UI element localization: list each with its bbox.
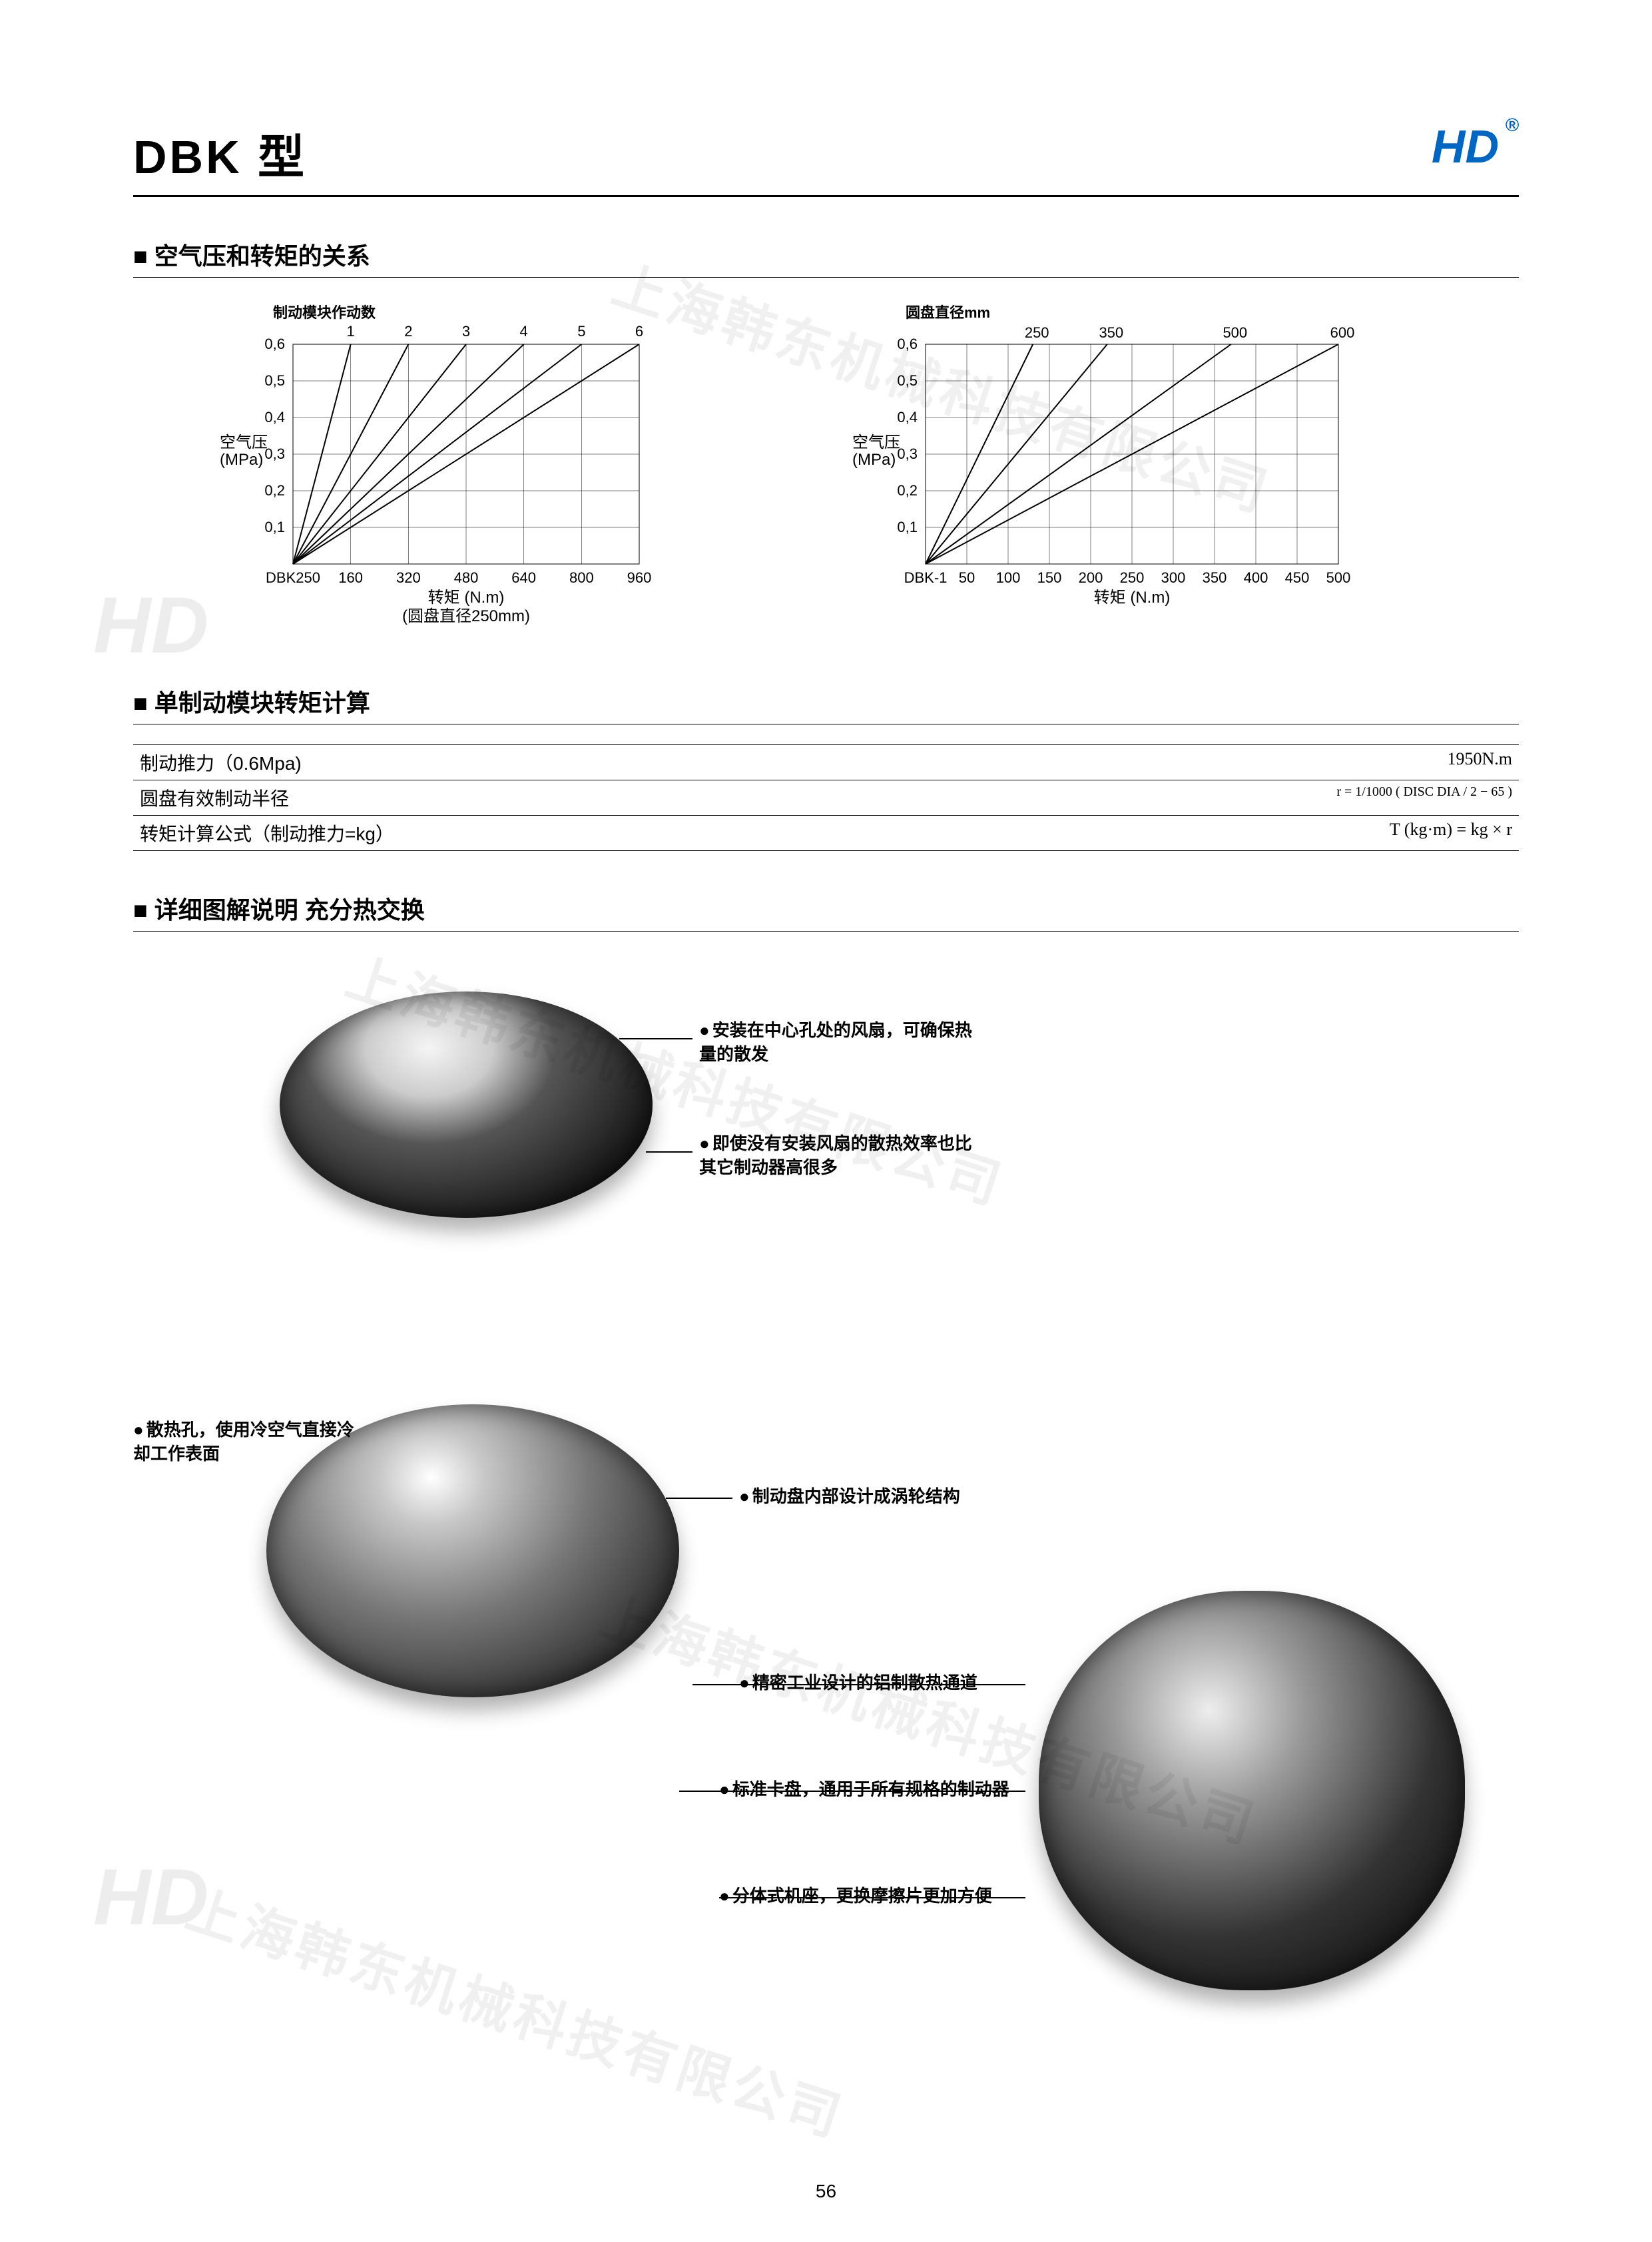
- chart-left: 空气压(MPa) 制动模块作动数 0,1 0,2 0,3 0,4 0,5 0,6 DBK250 1…: [173, 298, 719, 644]
- svg-text:(MPa): (MPa): [220, 451, 263, 469]
- lead-line: [646, 1151, 692, 1153]
- svg-text:800: 800: [569, 569, 594, 586]
- svg-text:500: 500: [1223, 324, 1247, 341]
- calc-row: 圆盘有效制动半径 r = 1/1000 ( DISC DIA / 2 − 65 …: [133, 780, 1519, 815]
- svg-text:DBK250: DBK250: [266, 569, 320, 586]
- svg-text:0,2: 0,2: [897, 482, 918, 499]
- svg-text:160: 160: [338, 569, 363, 586]
- calc-value: T (kg·m) = kg × r: [1390, 820, 1512, 846]
- svg-text:5: 5: [577, 323, 585, 340]
- calc-label: 转矩计算公式（制动推力=kg）: [140, 820, 394, 846]
- lead-line: [619, 1038, 692, 1039]
- callout-split-base: 分体式机座，更换摩擦片更加方便: [719, 1884, 992, 1908]
- svg-text:0,1: 0,1: [264, 519, 285, 535]
- svg-text:2: 2: [404, 323, 412, 340]
- svg-text:空气压: 空气压: [852, 433, 900, 451]
- chart-right-svg: 空气压(MPa) 圆盘直径mm 0,1 0,2 0,3 0,4 0,5 0,6 DBK-1 50 1…: [812, 298, 1412, 644]
- section-title-air-torque: 空气压和转矩的关系: [133, 237, 1519, 278]
- svg-text:50: 50: [959, 569, 975, 586]
- svg-text:DBK-1: DBK-1: [904, 569, 948, 586]
- svg-text:0,2: 0,2: [264, 482, 285, 499]
- svg-text:450: 450: [1285, 569, 1310, 586]
- svg-text:350: 350: [1099, 324, 1123, 341]
- svg-text:6: 6: [635, 323, 643, 340]
- page-title: DBK 型: [133, 120, 307, 187]
- svg-text:0,4: 0,4: [897, 409, 918, 425]
- svg-text:0,5: 0,5: [264, 372, 285, 389]
- svg-text:0,6: 0,6: [264, 336, 285, 352]
- calc-label: 圆盘有效制动半径: [140, 784, 289, 811]
- svg-text:0,6: 0,6: [897, 336, 918, 352]
- svg-text:200: 200: [1079, 569, 1103, 586]
- svg-text:250: 250: [1025, 324, 1049, 341]
- registered-mark: ®: [1505, 115, 1519, 136]
- calc-value: r = 1/1000 ( DISC DIA / 2 − 65 ): [1336, 784, 1512, 811]
- calc-label: 制动推力（0.6Mpa): [140, 749, 302, 776]
- svg-text:500: 500: [1326, 569, 1351, 586]
- callout-fan-center: 安装在中心孔处的风扇，可确保热量的散发: [699, 1018, 979, 1067]
- svg-text:150: 150: [1037, 569, 1062, 586]
- svg-text:300: 300: [1161, 569, 1186, 586]
- calc-value: 1950N.m: [1448, 749, 1513, 776]
- callout-std-chuck: 标准卡盘，通用于所有规格的制动器: [719, 1777, 1009, 1801]
- photo-assembly: [1039, 1591, 1465, 1990]
- brand-logo: HD®: [1432, 120, 1519, 173]
- svg-text:0,3: 0,3: [897, 445, 918, 462]
- svg-text:480: 480: [454, 569, 479, 586]
- svg-text:1: 1: [347, 323, 355, 340]
- svg-text:(MPa): (MPa): [852, 451, 896, 469]
- charts-row: 空气压(MPa)制动模块作动数0,10,20,30,40,50,6DBK2501…: [133, 298, 1519, 644]
- section-title-calc: 单制动模块转矩计算: [133, 684, 1519, 724]
- svg-text:0,4: 0,4: [264, 409, 285, 425]
- svg-text:320: 320: [396, 569, 421, 586]
- svg-text:400: 400: [1244, 569, 1268, 586]
- chart-right: 空气压(MPa) 圆盘直径mm 0,1 0,2 0,3 0,4 0,5 0,6 DBK-1 50 1…: [812, 298, 1412, 644]
- diagram-area: 安装在中心孔处的风扇，可确保热量的散发 即使没有安装风扇的散热效率也比其它制动器…: [133, 952, 1519, 2084]
- svg-text:960: 960: [627, 569, 652, 586]
- photo-fan: [280, 991, 653, 1218]
- svg-text:350: 350: [1203, 569, 1227, 586]
- callout-cooling-holes: 散热孔，使用冷空气直接冷却工作表面: [133, 1418, 360, 1466]
- svg-text:转矩 (N.m): 转矩 (N.m): [428, 589, 505, 607]
- svg-text:250: 250: [1120, 569, 1145, 586]
- svg-text:(圆盘直径250mm): (圆盘直径250mm): [402, 607, 530, 625]
- callout-turbine: 制动盘内部设计成涡轮结构: [739, 1484, 960, 1508]
- svg-text:空气压: 空气压: [220, 433, 268, 451]
- svg-text:640: 640: [511, 569, 536, 586]
- section-title-detail: 详细图解说明 充分热交换: [133, 891, 1519, 932]
- calc-table: 制动推力（0.6Mpa) 1950N.m 圆盘有效制动半径 r = 1/1000…: [133, 744, 1519, 851]
- chart-left-svg: 空气压(MPa) 制动模块作动数 0,1 0,2 0,3 0,4 0,5 0,6 DBK250 1…: [173, 298, 719, 644]
- calc-row: 转矩计算公式（制动推力=kg） T (kg·m) = kg × r: [133, 815, 1519, 851]
- brand-logo-text: HD: [1432, 121, 1499, 172]
- svg-text:圆盘直径mm: 圆盘直径mm: [906, 304, 990, 321]
- svg-text:100: 100: [996, 569, 1021, 586]
- svg-text:3: 3: [462, 323, 470, 340]
- svg-text:0,1: 0,1: [897, 519, 918, 535]
- svg-text:转矩 (N.m): 转矩 (N.m): [1094, 589, 1171, 607]
- page-number: 56: [0, 2181, 1652, 2202]
- svg-text:制动模块作动数: 制动模块作动数: [273, 304, 376, 321]
- lead-line: [666, 1498, 732, 1499]
- callout-no-fan: 即使没有安装风扇的散热效率也比其它制动器高很多: [699, 1131, 979, 1180]
- calc-row: 制动推力（0.6Mpa) 1950N.m: [133, 744, 1519, 780]
- svg-text:0,5: 0,5: [897, 372, 918, 389]
- svg-text:4: 4: [520, 323, 528, 340]
- callout-alu-channel: 精密工业设计的铝制散热通道: [739, 1671, 977, 1695]
- svg-text:600: 600: [1330, 324, 1355, 341]
- svg-text:0,3: 0,3: [264, 445, 285, 462]
